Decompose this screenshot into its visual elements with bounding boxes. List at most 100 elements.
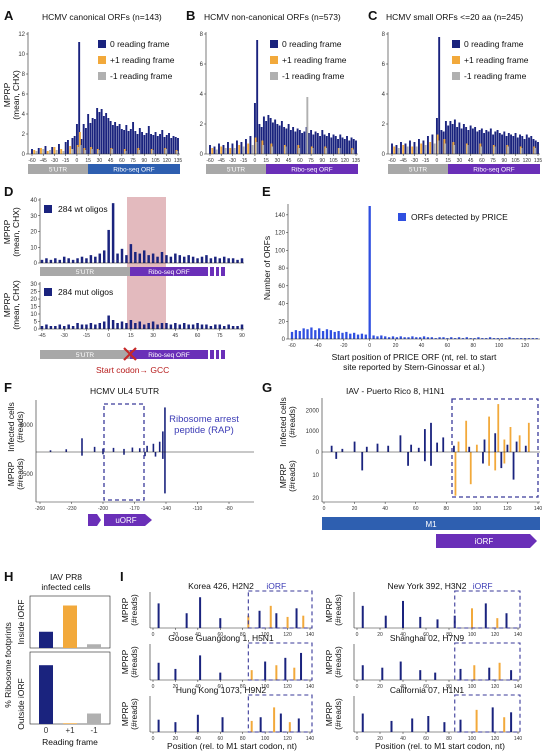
bar-e	[387, 337, 391, 339]
bar-d-wt	[160, 251, 164, 263]
bar-i	[381, 667, 384, 680]
bar-e	[341, 332, 344, 339]
bar-e	[360, 333, 364, 339]
bar-c-frame-1	[393, 146, 396, 154]
bar-a-frame-0	[125, 125, 128, 154]
bar-g-infected-plus	[518, 435, 521, 452]
bar-i	[496, 618, 499, 628]
panel-i-xtick-label: 140	[514, 736, 523, 742]
panel-i-strain-title: Hung Kong 1073, H9N2	[176, 685, 267, 695]
bar-g-infected-zero	[341, 448, 344, 452]
bar-b-frame-1	[238, 145, 241, 154]
panel-h-letter: H	[4, 569, 13, 584]
bar-g-infected-zero	[353, 441, 356, 452]
panel-a-bars	[31, 42, 179, 154]
bar-f-infected	[138, 448, 141, 452]
bar-b-frame-2	[262, 145, 265, 154]
bar-e	[523, 338, 527, 339]
bar-b-frame-0	[343, 139, 346, 154]
panel-i-ylabel: MPRP(#reads)	[324, 698, 343, 730]
panel-e-xtick-label: 40	[419, 343, 425, 349]
bar-b-frame-0	[240, 142, 243, 154]
bar-d-wt	[129, 244, 133, 263]
panel-i-xtick-label: 40	[195, 684, 201, 690]
bar-i	[196, 714, 199, 732]
bar-c-frame-2	[437, 140, 440, 154]
panel-i-strain-title: California 07, H1N1	[390, 685, 464, 695]
bar-b-frame-0	[227, 142, 229, 154]
bar-c-frame-0	[516, 137, 519, 154]
panel-g-ylabel-bottom: MPRP(#reads)	[278, 460, 297, 492]
panel-i-xtick-label: 20	[173, 684, 179, 690]
panel-c-orf-bar	[448, 164, 540, 174]
bar-a-frame-1	[46, 151, 49, 154]
bar-d-wt	[49, 259, 53, 263]
bar-d-wt	[125, 255, 128, 263]
panel-d-xtick-label: 45	[173, 333, 179, 339]
bar-a-frame-0	[136, 134, 139, 154]
panel-g: G IAV - Puerto Rico 8, H1N1 Infected cel…	[262, 380, 542, 548]
bar-c-frame-0	[474, 127, 477, 154]
bar-a-frame-0	[168, 133, 170, 154]
bar-b-frame-0	[303, 131, 306, 154]
bar-e	[364, 334, 367, 339]
bar-g-mprp-zero	[407, 452, 409, 466]
panel-c-xtick-label: 105	[511, 158, 520, 164]
bar-a-frame-2	[84, 150, 87, 154]
bar-d-wt	[120, 248, 124, 263]
bar-a-frame-1	[78, 132, 81, 154]
panel-a-ytick-label: 4	[22, 112, 26, 118]
bar-d-mut	[76, 323, 79, 329]
bar-i	[427, 716, 430, 732]
bar-i	[471, 608, 473, 628]
bar-d-mut	[85, 324, 88, 329]
bar-c-frame-0	[534, 140, 537, 154]
bar-a-frame-0	[71, 138, 74, 154]
bar-g-infected-plus	[527, 422, 530, 452]
panel-a-ytick-label: 10	[18, 52, 25, 58]
panel-e-xtick-label: 80	[470, 343, 476, 349]
bar-c-frame-2	[433, 143, 436, 154]
bar-b-frame-0	[278, 125, 281, 154]
bar-b-frame-0	[348, 140, 351, 154]
panel-d-top-orf-label: Ribo-seq ORF	[148, 269, 190, 276]
panel-i-iorf-label: iORF	[473, 581, 493, 591]
panel-d-ylabel-top: MPRP(mean, CHX)	[2, 207, 21, 257]
bar-d-wt	[111, 203, 115, 263]
bar-b-frame-0	[269, 118, 272, 154]
bar-d-wt	[134, 251, 137, 263]
bar-d-wt	[209, 258, 213, 263]
bar-i	[390, 720, 393, 732]
bar-i	[219, 672, 222, 680]
bar-c-frame-0	[507, 133, 510, 154]
panel-b-letter: B	[186, 8, 195, 23]
bar-e	[376, 336, 379, 339]
bar-d-wt	[151, 253, 155, 263]
bar-e	[481, 338, 484, 339]
bar-d-wt	[227, 258, 230, 263]
bar-i	[264, 661, 267, 680]
panel-b-xtick-label: -45	[218, 158, 225, 164]
bar-i	[443, 722, 446, 732]
bar-d-mut	[107, 315, 110, 329]
panel-i-xtick-label: 80	[240, 632, 246, 638]
panel-a-xtick-label: 105	[151, 158, 160, 164]
bar-d-wt	[156, 256, 159, 263]
bar-c-frame-0	[523, 139, 526, 154]
bar-d-mut	[45, 324, 48, 329]
bar-b-frame-0	[341, 137, 344, 154]
panel-c-ytick-label: 8	[382, 32, 386, 38]
bar-i	[250, 720, 253, 732]
bar-d-wt	[94, 256, 97, 263]
panel-b: B HCMV non-canonical ORFs (n=573) 02468 …	[186, 8, 360, 174]
bar-a-frame-2	[165, 149, 167, 154]
bar-a-frame-0	[147, 126, 150, 154]
bar-a-frame-0	[141, 132, 144, 154]
bar-e	[368, 206, 371, 339]
bar-i	[258, 610, 261, 628]
panel-i-xtick-label: 20	[377, 736, 383, 742]
bar-b-frame-0	[262, 116, 265, 154]
bar-f-infected	[131, 447, 134, 452]
panel-d-bottom-legend: 284 mut oligos	[58, 287, 113, 297]
bar-a-frame-0	[109, 121, 112, 154]
